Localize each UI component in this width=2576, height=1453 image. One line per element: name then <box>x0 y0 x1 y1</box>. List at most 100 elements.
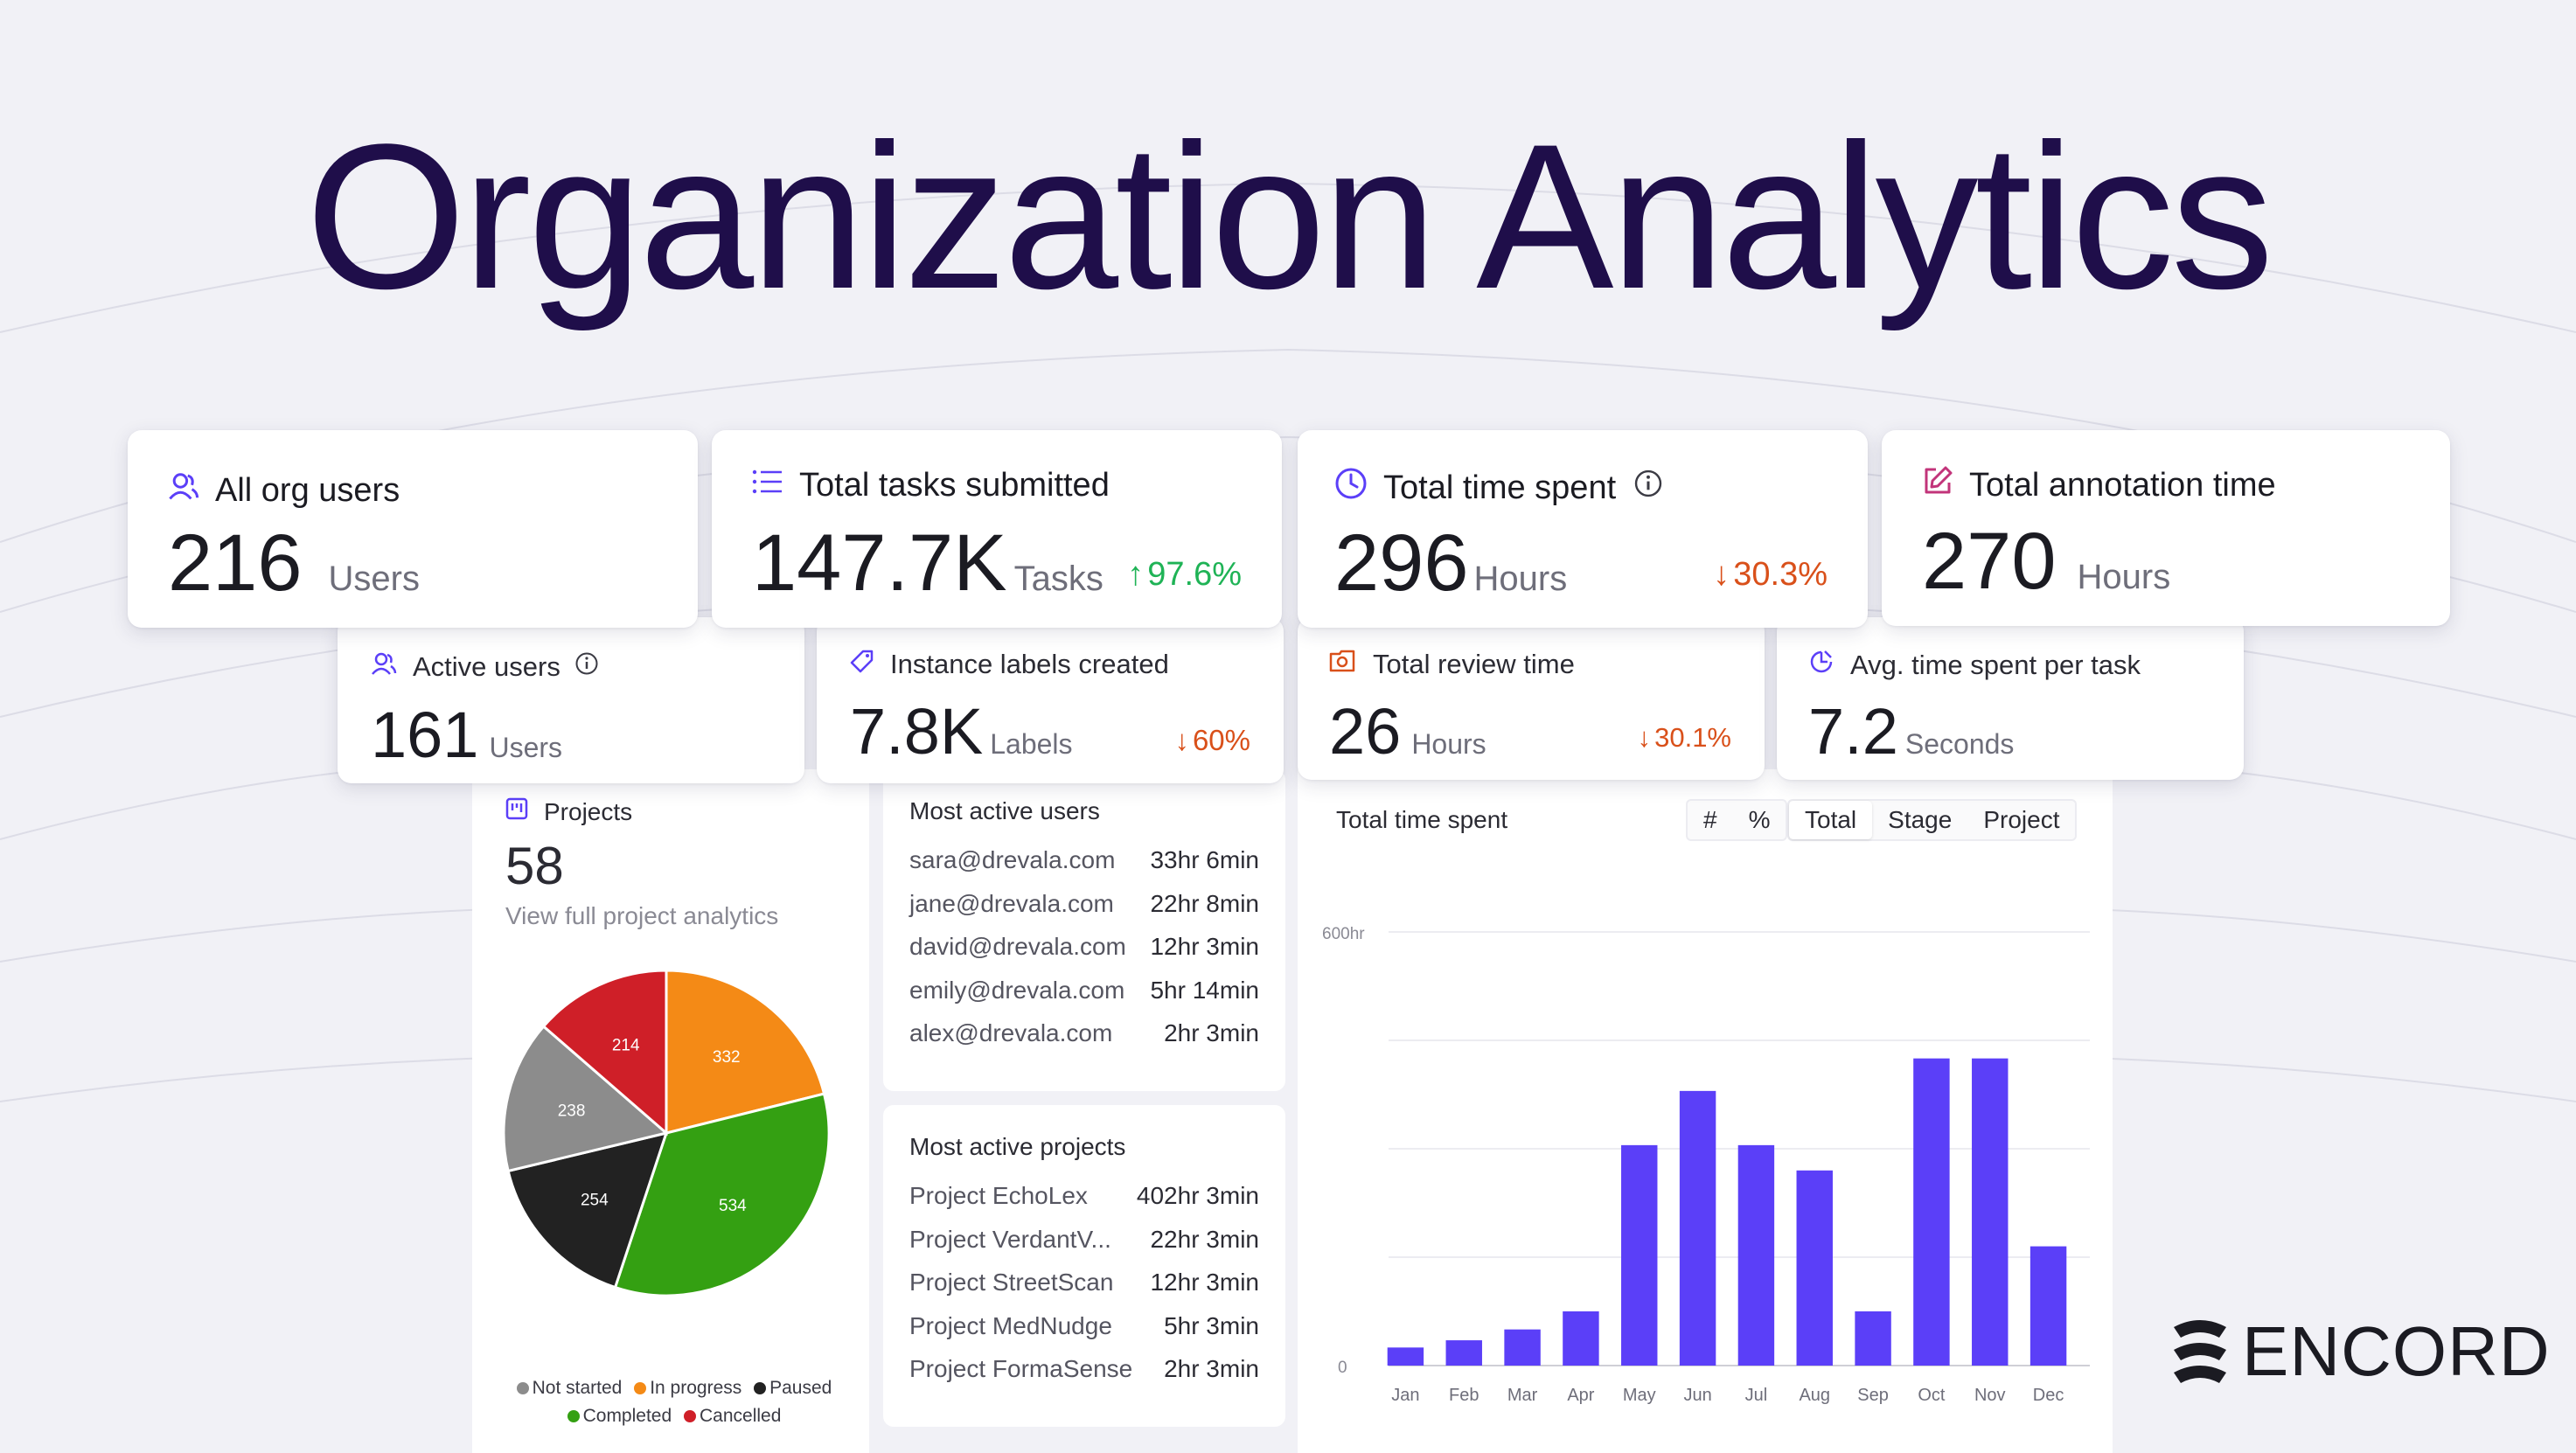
list-item[interactable]: Project EchoLex 402hr 3min <box>909 1182 1259 1210</box>
list-item[interactable]: sara@drevala.com 33hr 6min <box>909 846 1259 874</box>
list-item-name: david@drevala.com <box>909 933 1126 960</box>
arrow-down-icon: ↓ <box>1713 556 1730 593</box>
bar-sep[interactable] <box>1855 1311 1891 1366</box>
list-item-value: 12hr 3min <box>1150 933 1259 960</box>
view-project-analytics-link[interactable]: View full project analytics <box>505 902 779 929</box>
bar-apr[interactable] <box>1563 1311 1599 1366</box>
kpi-unit: Hours <box>1411 728 1486 760</box>
bar-jun[interactable] <box>1679 1090 1716 1366</box>
list-item[interactable]: alex@drevala.com 2hr 3min <box>909 1019 1259 1047</box>
kpi-unit: Users <box>489 732 563 763</box>
users-icon <box>371 650 397 684</box>
x-tick-label: Feb <box>1449 1386 1479 1405</box>
kpi-delta: ↓ 30.3% <box>1713 556 1828 594</box>
list-item-value: 5hr 3min <box>1164 1311 1259 1339</box>
pie-slice-label: 332 <box>713 1048 741 1067</box>
most-active-users-title: Most active users <box>909 797 1100 824</box>
list-item[interactable]: jane@drevala.com 22hr 8min <box>909 890 1259 918</box>
view-toggle-project[interactable]: Project <box>1983 806 2060 833</box>
projects-label: Projects <box>544 797 633 825</box>
bar-nov[interactable] <box>1972 1058 2009 1366</box>
unit-toggle: # % <box>1686 799 1788 841</box>
kpi-label: Total tasks submitted <box>799 467 1110 504</box>
bar-aug[interactable] <box>1796 1170 1833 1366</box>
kpi-card-all-org-users: All org users 216 Users <box>128 430 698 628</box>
kpi-card-total-annotation-time: Total annotation time 270 Hours <box>1882 430 2450 626</box>
view-toggle: Total Stage Project <box>1787 799 2078 841</box>
kpi-label: Active users <box>413 651 560 682</box>
bar-dec[interactable] <box>2029 1246 2067 1366</box>
view-toggle-total[interactable]: Total <box>1789 801 1873 839</box>
encord-logo-mark <box>2174 1320 2226 1383</box>
kpi-value: 7.8K <box>850 695 984 768</box>
arrow-down-icon: ↓ <box>1637 722 1652 753</box>
y-tick-label: 0 <box>1338 1359 1347 1377</box>
delta-value: 30.3% <box>1733 556 1828 593</box>
list-item-value: 12hr 3min <box>1150 1269 1259 1296</box>
pie-slice-not-started[interactable] <box>502 1024 670 1173</box>
arrow-up-icon: ↑ <box>1127 556 1145 593</box>
kpi-value: 7.2 <box>1808 695 1898 768</box>
list-item-name: alex@drevala.com <box>909 1019 1113 1046</box>
x-tick-label: Mar <box>1507 1386 1538 1405</box>
list-item[interactable]: Project VerdantV... 22hr 3min <box>909 1226 1259 1254</box>
kpi-value: 147.7K <box>752 518 1007 608</box>
list-item-name: Project FormaSense <box>909 1355 1133 1382</box>
view-toggle-stage[interactable]: Stage <box>1888 806 1953 833</box>
kpi-unit: Seconds <box>1904 728 2015 760</box>
bar-may[interactable] <box>1621 1144 1658 1366</box>
users-icon <box>168 470 199 511</box>
encord-wordmark: ENCORD <box>2242 1312 2551 1390</box>
bar-feb[interactable] <box>1445 1340 1482 1366</box>
kpi-card-avg-time-per-task: Avg. time spent per task 7.2 Seconds <box>1777 617 2244 780</box>
kpi-delta: ↓ 30.1% <box>1638 722 1731 754</box>
kpi-value: 270 <box>1922 517 2057 606</box>
legend-completed: Completed <box>582 1406 672 1426</box>
legend-cancelled: Cancelled <box>700 1406 782 1426</box>
kpi-delta: ↑ 97.6% <box>1127 556 1242 594</box>
list-item-name: Project VerdantV... <box>909 1225 1111 1253</box>
list-item-value: 22hr 8min <box>1150 889 1259 917</box>
pie-slice-in-progress[interactable] <box>665 970 826 1135</box>
unit-toggle-percent[interactable]: % <box>1748 806 1771 833</box>
pie-slice-label: 534 <box>719 1197 747 1215</box>
bar-jan[interactable] <box>1387 1347 1424 1366</box>
kpi-unit: Labels <box>990 728 1073 760</box>
kpi-value: 216 <box>168 518 303 608</box>
pie-slice-paused[interactable] <box>506 1130 669 1290</box>
kpi-delta: ↓ 60% <box>1174 724 1250 757</box>
x-tick-label: Jul <box>1745 1386 1768 1405</box>
bar-mar[interactable] <box>1504 1329 1541 1366</box>
kpi-card-total-tasks-submitted: Total tasks submitted 147.7K Tasks ↑ 97.6… <box>712 430 1282 628</box>
most-active-users-panel: Most active users sara@drevala.com 33hr 6… <box>883 769 1285 1091</box>
info-icon[interactable] <box>574 651 599 683</box>
list-item-name: Project MedNudge <box>909 1311 1112 1339</box>
projects-header: Projects <box>505 797 632 826</box>
bar-jul[interactable] <box>1737 1144 1775 1366</box>
kpi-unit: Tasks <box>1013 560 1104 598</box>
list-item[interactable]: david@drevala.com 12hr 3min <box>909 933 1259 961</box>
kpi-unit: Hours <box>1473 560 1568 598</box>
pie-legend: Not started In progress Paused Completed… <box>472 1374 869 1430</box>
pie-slice-completed[interactable] <box>613 1092 831 1297</box>
list-item[interactable]: Project StreetScan 12hr 3min <box>909 1269 1259 1297</box>
pie-slice-label: 254 <box>581 1192 609 1210</box>
info-icon[interactable] <box>1633 469 1663 507</box>
kpi-card-active-users: Active users 161 Users <box>338 617 804 783</box>
unit-toggle-count[interactable]: # <box>1703 806 1717 833</box>
time-chart-title: Total time spent <box>1336 806 1508 833</box>
list-item[interactable]: Project FormaSense 2hr 3min <box>909 1355 1259 1383</box>
delta-value: 97.6% <box>1147 556 1242 593</box>
delta-value: 60% <box>1192 724 1250 756</box>
pie-slice-cancelled[interactable] <box>541 970 668 1137</box>
x-tick-label: Jan <box>1391 1386 1419 1405</box>
delta-value: 30.1% <box>1654 722 1731 753</box>
bar-oct[interactable] <box>1913 1058 1950 1366</box>
list-item[interactable]: emily@drevala.com 5hr 14min <box>909 977 1259 1005</box>
kpi-card-total-review-time: Total review time 26 Hours ↓ 30.1% <box>1298 617 1765 780</box>
kpi-label: All org users <box>215 471 400 509</box>
pie-slice-label: 238 <box>558 1102 586 1120</box>
list-item[interactable]: Project MedNudge 5hr 3min <box>909 1312 1259 1340</box>
legend-in-progress: In progress <box>650 1378 742 1398</box>
time-spent-chart-panel: Total time spent # % Total Stage Project… <box>1298 769 2113 1453</box>
